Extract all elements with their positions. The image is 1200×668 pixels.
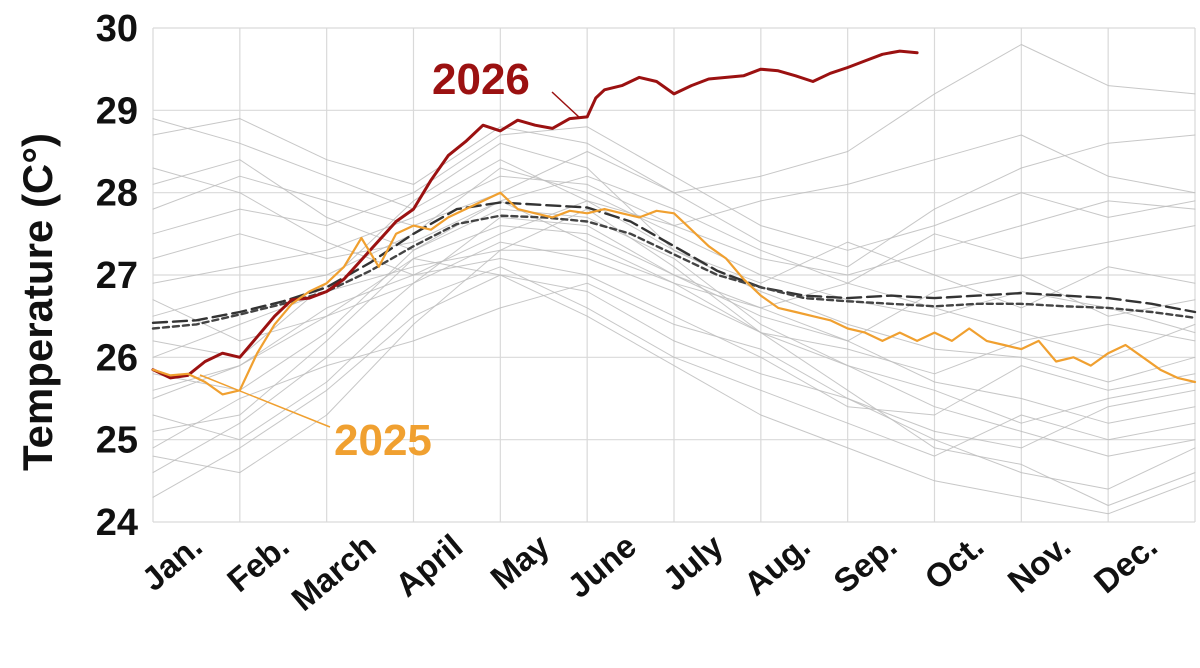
y-tick-label: 28: [96, 173, 138, 215]
background-year-line: [152, 241, 1196, 474]
background-year-line: [152, 159, 1196, 358]
x-tick-label: Sep.: [826, 527, 903, 600]
background-year-line: [152, 208, 1196, 424]
x-tick-label: July: [656, 527, 731, 598]
x-tick-label: April: [388, 527, 469, 604]
background-year-line: [152, 126, 1196, 251]
mean-line: [151, 201, 1197, 324]
x-tick-label: June: [560, 527, 643, 605]
annotation-2026-leader: [551, 91, 581, 119]
series-2026-line: [151, 49, 919, 380]
background-year-line: [152, 266, 1196, 457]
y-tick-label: 30: [96, 8, 138, 50]
x-tick-label: March: [284, 527, 382, 618]
x-tick-label: May: [483, 527, 556, 597]
x-tick-label: Aug.: [737, 527, 817, 602]
background-year-line: [152, 118, 1196, 309]
mean-line: [151, 214, 1197, 330]
y-tick-label: 27: [96, 255, 138, 297]
x-tick-labels: Jan. Feb.March April May June July Aug. Sep. Oct…: [135, 527, 1165, 618]
mean-lines: [151, 201, 1197, 330]
y-axis-label: Temperature (C°): [14, 133, 61, 471]
background-year-line: [152, 167, 1196, 334]
background-year-line: [152, 282, 1196, 449]
highlighted-year-lines: [151, 49, 1197, 396]
annotation-2025-leader: [199, 374, 331, 428]
background-year-line: [152, 208, 1196, 506]
annotation-2025: 2025: [334, 416, 432, 465]
background-year-line: [152, 258, 1196, 515]
x-tick-label: Oct.: [917, 527, 990, 597]
x-tick-label: Nov.: [1001, 527, 1078, 600]
x-tick-label: Dec.: [1087, 527, 1164, 600]
annotation-2026: 2026: [432, 55, 530, 104]
y-tick-label: 29: [96, 90, 138, 132]
y-tick-label: 25: [96, 420, 138, 462]
background-year-line: [152, 274, 1196, 498]
y-tick-labels: 24 25 26 27 28 29 30: [96, 8, 138, 544]
background-year-lines: [152, 44, 1196, 515]
x-tick-label: Jan.: [135, 527, 209, 598]
background-year-line: [152, 258, 1196, 416]
series-annotations: 2026 2025: [199, 55, 581, 465]
background-year-line: [152, 134, 1196, 268]
series-2025-line: [151, 191, 1197, 396]
y-tick-label: 26: [96, 337, 138, 379]
y-tick-label: 24: [96, 502, 138, 544]
background-year-line: [152, 134, 1196, 276]
